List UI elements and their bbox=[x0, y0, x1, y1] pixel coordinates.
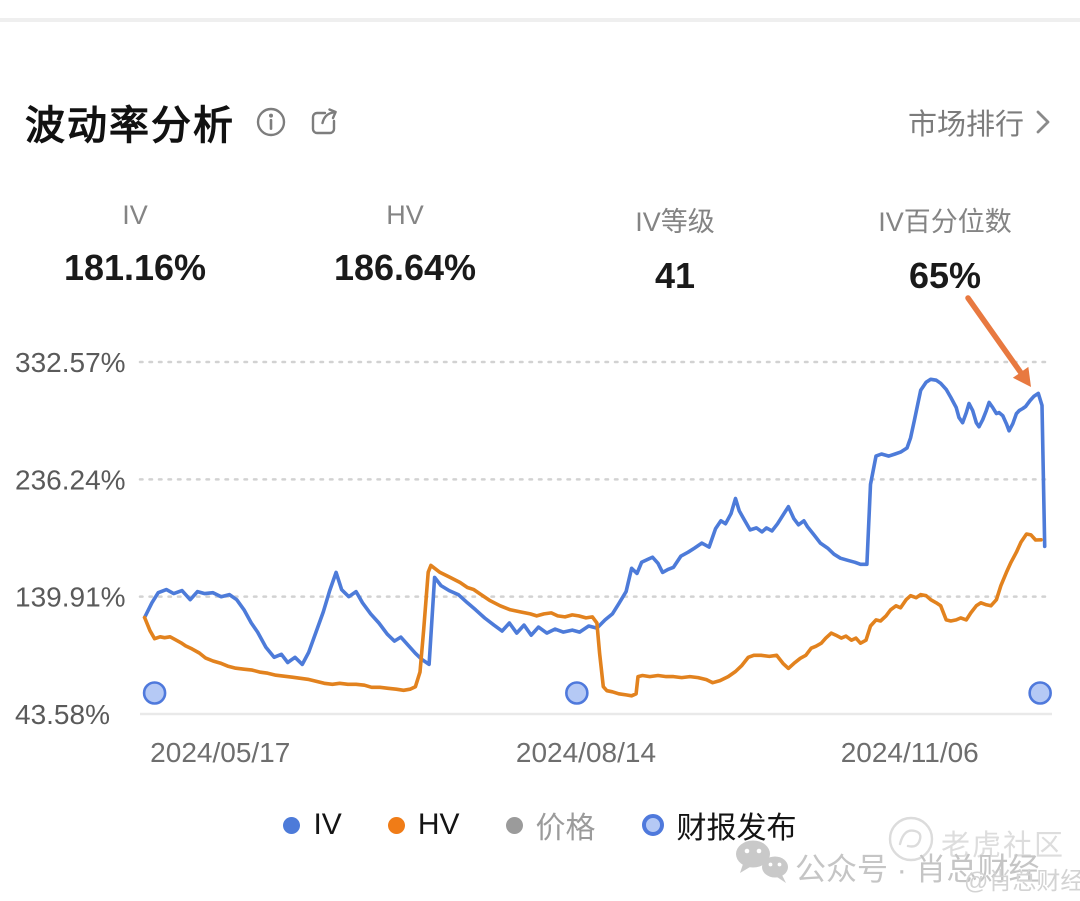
top-divider bbox=[0, 18, 1080, 22]
price-legend-label: 价格 bbox=[535, 812, 596, 845]
annotation-arrow-shaft bbox=[965, 295, 1024, 376]
stat-iv-percentile: IV百分位数 65% bbox=[810, 200, 1080, 297]
iv-legend-marker bbox=[283, 816, 301, 834]
y-tick-label: 43.58% bbox=[15, 699, 110, 730]
hv-line bbox=[142, 532, 1043, 698]
earnings-legend-marker bbox=[641, 814, 664, 836]
market-ranking-label: 市场排行 bbox=[907, 109, 1024, 141]
stat-hv-label: HV bbox=[386, 200, 424, 230]
page-title: 波动率分析 bbox=[25, 104, 235, 148]
stat-hv-value: 186.64% bbox=[333, 247, 477, 288]
y-tick-label: 236.24% bbox=[15, 464, 126, 495]
info-icon[interactable] bbox=[255, 106, 287, 138]
price-legend-marker bbox=[505, 816, 523, 834]
x-tick-label: 2024/05/17 bbox=[150, 737, 290, 768]
stat-iv-value: 181.16% bbox=[63, 247, 207, 288]
stat-iv-percentile-label: IV百分位数 bbox=[878, 207, 1012, 237]
legend-item-iv[interactable]: IV bbox=[283, 808, 342, 842]
stat-iv: IV 181.16% bbox=[0, 200, 270, 297]
legend-item-price[interactable]: 价格 bbox=[505, 803, 596, 847]
earnings-legend-label: 财报发布 bbox=[676, 812, 797, 845]
y-tick-label: 332.57% bbox=[15, 347, 126, 378]
stat-hv: HV 186.64% bbox=[270, 200, 540, 297]
stat-iv-rank: IV等级 41 bbox=[540, 200, 810, 297]
stat-iv-percentile-value: 65% bbox=[908, 255, 982, 296]
legend-item-earnings[interactable]: 财报发布 bbox=[641, 803, 797, 847]
x-tick-label: 2024/11/06 bbox=[841, 737, 979, 768]
hv-legend-marker bbox=[387, 816, 405, 834]
iv-legend-label: IV bbox=[313, 808, 342, 841]
hv-legend-label: HV bbox=[417, 808, 460, 841]
market-ranking-link[interactable]: 市场排行 bbox=[908, 101, 1052, 143]
stat-iv-label: IV bbox=[122, 200, 148, 230]
x-tick-label: 2024/08/14 bbox=[516, 737, 656, 768]
legend-item-hv[interactable]: HV bbox=[387, 808, 460, 842]
earnings-release-marker bbox=[565, 681, 589, 705]
stats-row: IV 181.16% HV 186.64% IV等级 41 IV百分位数 65% bbox=[0, 200, 1080, 297]
stat-iv-rank-value: 41 bbox=[654, 255, 696, 296]
stat-iv-rank-label: IV等级 bbox=[635, 207, 715, 237]
chart-legend: IV HV 价格 财报发布 bbox=[0, 802, 1080, 848]
annotation-arrow-head bbox=[1012, 366, 1031, 387]
chevron-right-icon bbox=[1036, 110, 1050, 134]
panel-header: 波动率分析 市场排行 bbox=[25, 96, 1052, 148]
iv-line bbox=[142, 377, 1047, 667]
y-tick-label: 139.91% bbox=[15, 582, 126, 613]
earnings-release-marker bbox=[1028, 681, 1052, 705]
share-icon[interactable] bbox=[307, 105, 341, 139]
earnings-release-marker bbox=[142, 681, 167, 705]
